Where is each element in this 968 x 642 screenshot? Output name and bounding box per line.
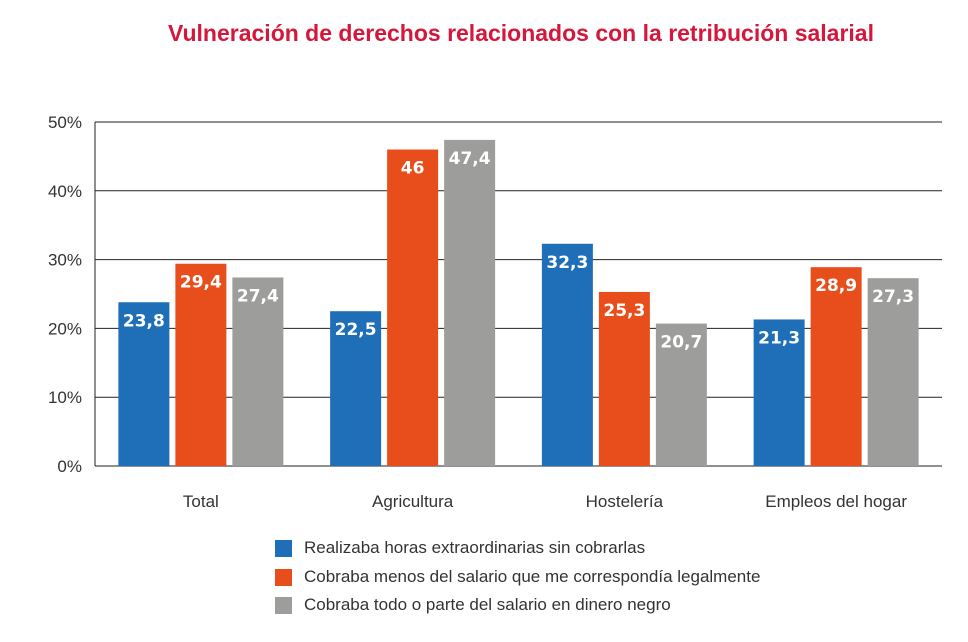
bar bbox=[330, 311, 382, 466]
bar bbox=[541, 243, 593, 466]
bar bbox=[598, 291, 650, 466]
bar bbox=[655, 323, 707, 466]
data-label: 27,4 bbox=[237, 286, 279, 306]
y-tick-label: 10% bbox=[48, 388, 82, 407]
bar bbox=[444, 139, 496, 466]
data-label: 28,9 bbox=[815, 276, 857, 296]
y-tick-label: 50% bbox=[48, 113, 82, 132]
data-label: 23,8 bbox=[123, 311, 165, 331]
y-tick-label: 30% bbox=[48, 251, 82, 270]
bar bbox=[387, 149, 439, 466]
legend-label: Cobraba menos del salario que me corresp… bbox=[304, 567, 761, 586]
data-label: 21,3 bbox=[758, 328, 800, 348]
legend-label: Realizaba horas extraordinarias sin cobr… bbox=[304, 538, 646, 557]
legend-swatch bbox=[275, 568, 292, 586]
data-label: 27,3 bbox=[872, 287, 914, 307]
data-label: 47,4 bbox=[449, 149, 491, 169]
data-label: 25,3 bbox=[603, 301, 645, 321]
bar bbox=[232, 277, 284, 466]
legend-item-1: Cobraba menos del salario que me corresp… bbox=[275, 567, 760, 587]
legend-label: Cobraba todo o parte del salario en dine… bbox=[304, 595, 671, 614]
bar bbox=[753, 319, 805, 466]
bar bbox=[867, 278, 919, 466]
data-label: 29,4 bbox=[180, 273, 222, 293]
y-tick-label: 40% bbox=[48, 182, 82, 201]
x-tick-label: Hostelería bbox=[586, 492, 664, 511]
legend-item-0: Realizaba horas extraordinarias sin cobr… bbox=[275, 538, 645, 558]
data-label: 46 bbox=[401, 159, 425, 179]
legend-item-2: Cobraba todo o parte del salario en dine… bbox=[275, 595, 671, 615]
data-label: 22,5 bbox=[335, 320, 377, 340]
data-label: 20,7 bbox=[660, 333, 702, 353]
x-tick-label: Total bbox=[183, 492, 219, 511]
legend-swatch bbox=[275, 539, 292, 557]
y-tick-label: 0% bbox=[57, 457, 82, 476]
data-label: 32,3 bbox=[546, 253, 588, 273]
x-tick-label: Empleos del hogar bbox=[765, 492, 907, 511]
bar bbox=[810, 267, 862, 466]
bar bbox=[118, 302, 170, 466]
y-tick-label: 20% bbox=[48, 319, 82, 338]
bar bbox=[175, 263, 227, 466]
chart-title: Vulneración de derechos relacionados con… bbox=[168, 20, 874, 46]
x-tick-label: Agricultura bbox=[372, 492, 454, 511]
legend-swatch bbox=[275, 596, 292, 614]
